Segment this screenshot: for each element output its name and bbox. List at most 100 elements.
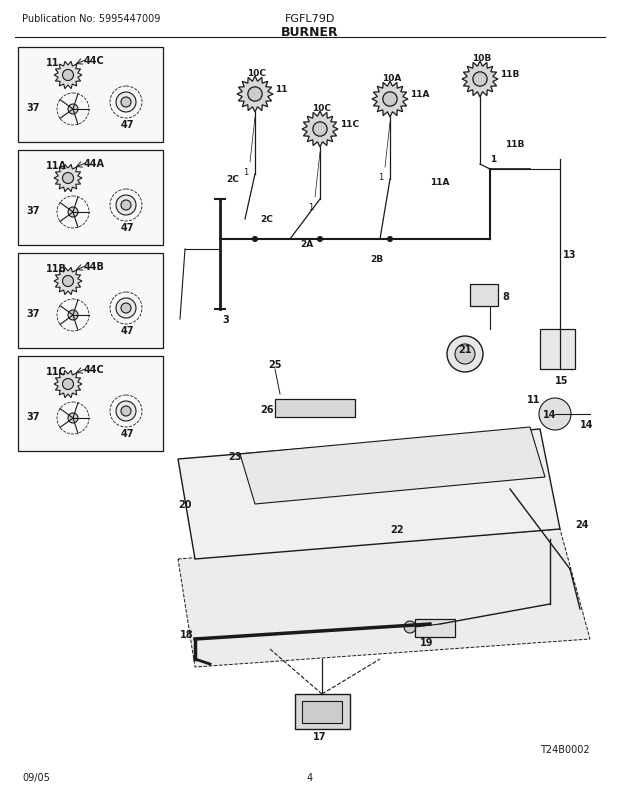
Text: 11C: 11C — [46, 367, 67, 376]
Polygon shape — [54, 63, 82, 90]
Polygon shape — [54, 371, 82, 398]
Polygon shape — [178, 429, 560, 559]
Circle shape — [248, 87, 262, 102]
Circle shape — [388, 237, 392, 242]
Text: 24: 24 — [575, 520, 588, 529]
Text: 11A: 11A — [46, 160, 67, 171]
Text: 11B: 11B — [505, 140, 525, 149]
Circle shape — [121, 200, 131, 211]
Text: 47: 47 — [121, 428, 135, 439]
Text: 3: 3 — [222, 314, 229, 325]
Text: 11A: 11A — [410, 90, 430, 99]
Circle shape — [539, 399, 571, 431]
Text: 14: 14 — [580, 419, 593, 429]
Circle shape — [121, 304, 131, 314]
Text: Publication No: 5995447009: Publication No: 5995447009 — [22, 14, 161, 24]
Text: 09/05: 09/05 — [22, 772, 50, 782]
Text: 37: 37 — [26, 411, 40, 422]
Circle shape — [116, 93, 136, 113]
Text: 10B: 10B — [472, 54, 491, 63]
Circle shape — [121, 407, 131, 416]
Circle shape — [317, 237, 322, 242]
Text: 37: 37 — [26, 206, 40, 216]
Text: 25: 25 — [268, 359, 281, 370]
Polygon shape — [240, 427, 545, 504]
Bar — [295, 695, 350, 729]
Circle shape — [116, 402, 136, 422]
Circle shape — [473, 73, 487, 87]
Text: 1: 1 — [243, 168, 248, 176]
Circle shape — [252, 237, 257, 242]
Text: 11C: 11C — [340, 119, 359, 129]
Text: 10C: 10C — [247, 69, 266, 78]
Circle shape — [68, 105, 78, 115]
Polygon shape — [372, 82, 408, 118]
Bar — [275, 399, 355, 418]
Text: T24B0002: T24B0002 — [540, 744, 590, 754]
Text: 23: 23 — [228, 452, 242, 461]
Text: 26: 26 — [260, 404, 273, 415]
Text: 20: 20 — [178, 500, 192, 509]
Bar — [415, 619, 455, 638]
Text: 2C: 2C — [226, 175, 239, 184]
Text: 44A: 44A — [84, 159, 105, 168]
Circle shape — [68, 310, 78, 321]
Polygon shape — [462, 62, 498, 98]
Circle shape — [404, 622, 416, 634]
FancyBboxPatch shape — [18, 253, 163, 349]
Circle shape — [68, 208, 78, 217]
Text: 1: 1 — [308, 203, 313, 212]
Polygon shape — [302, 111, 338, 148]
Text: 37: 37 — [26, 309, 40, 318]
Circle shape — [313, 123, 327, 137]
FancyBboxPatch shape — [18, 151, 163, 245]
Text: 47: 47 — [121, 326, 135, 335]
Text: 4: 4 — [307, 772, 313, 782]
Text: 11: 11 — [275, 85, 288, 94]
Text: 11A: 11A — [430, 178, 450, 187]
Text: 47: 47 — [121, 119, 135, 130]
Text: 47: 47 — [121, 223, 135, 233]
Text: 44C: 44C — [84, 56, 105, 66]
Circle shape — [505, 484, 515, 494]
Bar — [470, 285, 498, 306]
Text: 15: 15 — [555, 375, 569, 386]
Circle shape — [383, 93, 397, 107]
Text: 1: 1 — [378, 172, 383, 182]
Circle shape — [116, 196, 136, 216]
Circle shape — [455, 345, 475, 365]
Text: 37: 37 — [26, 103, 40, 113]
Circle shape — [121, 98, 131, 107]
Text: 11B: 11B — [46, 264, 67, 273]
Bar — [540, 330, 575, 370]
Text: 11: 11 — [527, 395, 541, 404]
Text: 17: 17 — [313, 731, 327, 741]
Bar — [302, 701, 342, 723]
Polygon shape — [54, 165, 82, 192]
Text: FGFL79D: FGFL79D — [285, 14, 335, 24]
Text: 2C: 2C — [260, 215, 273, 224]
Text: 1: 1 — [490, 155, 496, 164]
Circle shape — [63, 173, 74, 184]
Polygon shape — [178, 529, 590, 667]
Circle shape — [68, 414, 78, 423]
FancyBboxPatch shape — [18, 48, 163, 143]
Circle shape — [116, 298, 136, 318]
FancyBboxPatch shape — [18, 357, 163, 452]
Text: BURNER: BURNER — [281, 26, 339, 39]
Circle shape — [63, 379, 74, 390]
Text: 10A: 10A — [382, 74, 401, 83]
Text: 44B: 44B — [84, 261, 105, 272]
Text: 11: 11 — [46, 58, 60, 68]
Circle shape — [63, 71, 74, 81]
Polygon shape — [54, 268, 82, 295]
Circle shape — [63, 276, 74, 287]
Polygon shape — [237, 77, 273, 113]
Text: 18: 18 — [180, 630, 193, 639]
Text: 2B: 2B — [370, 255, 383, 264]
Text: 14: 14 — [543, 410, 557, 419]
Text: 22: 22 — [390, 525, 404, 534]
Text: 44C: 44C — [84, 365, 105, 375]
Text: 10C: 10C — [312, 104, 331, 113]
Text: 8: 8 — [502, 292, 509, 302]
